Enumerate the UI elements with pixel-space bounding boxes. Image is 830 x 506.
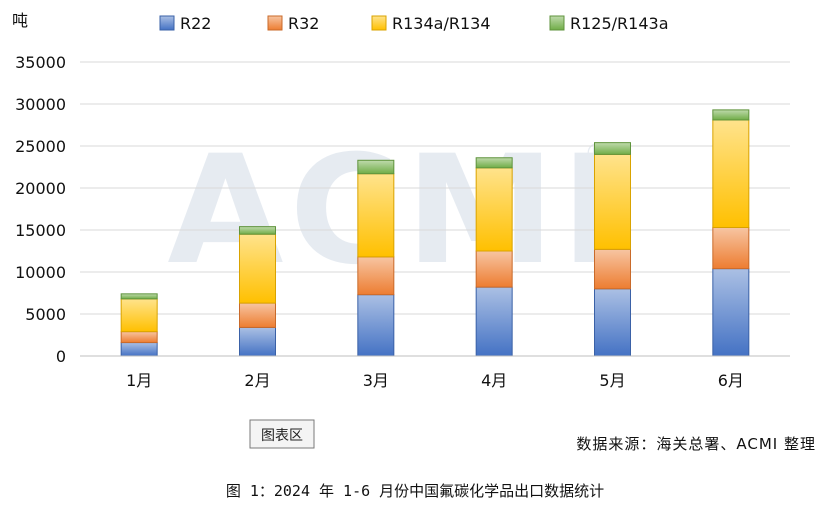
legend-label: R32 [288, 14, 319, 33]
x-tick-label: 1月 [126, 371, 152, 390]
chart-area-tag-box [249, 419, 315, 449]
y-tick-label: 20000 [15, 179, 66, 198]
chart-area-tag: 图表区 [249, 419, 315, 449]
y-axis-unit-label: 吨 [12, 11, 28, 30]
bar-r125-r143a-5 [594, 142, 631, 155]
bar-r32-3 [357, 256, 395, 296]
bar-r134a-r134-2 [239, 233, 276, 304]
legend-swatch [371, 15, 387, 31]
y-tick-label: 5000 [25, 305, 66, 324]
y-tick-label: 25000 [15, 137, 66, 156]
bar-r125-r143a-1 [120, 293, 158, 300]
bar-r22-4 [475, 286, 513, 357]
legend-label: R125/R143a [570, 14, 669, 33]
legend-swatch [549, 15, 565, 31]
legend-label: R22 [180, 14, 211, 33]
bar-r125-r143a-3 [357, 159, 395, 175]
bar-r134a-r134-6 [712, 119, 750, 228]
gridlines [80, 61, 790, 315]
bar-r32-6 [712, 226, 750, 270]
y-tick-label: 0 [56, 347, 66, 366]
bar-r134a-r134-4 [475, 167, 513, 252]
x-tick-label: 2月 [244, 371, 270, 390]
bar-r125-r143a-4 [475, 157, 513, 169]
source-note: 数据来源：海关总署、ACMI 整理 [576, 435, 816, 453]
bar-r134a-r134-3 [357, 173, 395, 258]
bar-r22-2 [239, 326, 276, 357]
x-tick-label: 4月 [481, 371, 507, 390]
y-tick-label: 35000 [15, 53, 66, 72]
bar-r32-2 [239, 302, 276, 328]
chart-area-tag-label: 图表区 [261, 428, 303, 444]
x-axis-tick-labels: 1月 2月 3月 4月 5月 6月 [126, 371, 744, 390]
bar-r125-r143a-6 [712, 109, 750, 121]
bar-r22-3 [357, 294, 395, 357]
bar-r32-5 [594, 248, 631, 290]
y-axis-tick-labels: 0 5000 10000 15000 20000 25000 30000 35000 [15, 53, 66, 366]
figure-caption: 图 1：2024 年 1-6 月份中国氟碳化学品出口数据统计 [226, 482, 604, 500]
x-tick-label: 6月 [718, 371, 744, 390]
bar-r22-5 [594, 288, 631, 357]
y-tick-label: 10000 [15, 263, 66, 282]
legend-label: R134a/R134 [392, 14, 491, 33]
x-tick-label: 5月 [599, 371, 625, 390]
bar-r134a-r134-5 [594, 153, 631, 250]
bar-r125-r143a-2 [239, 226, 276, 235]
y-tick-label: 30000 [15, 95, 66, 114]
bar-r134a-r134-1 [120, 298, 158, 333]
legend-swatch [267, 15, 283, 31]
bar-r22-6 [712, 268, 750, 357]
bars [120, 109, 750, 357]
bar-r32-4 [475, 250, 513, 288]
legend: R22 R32 R134a/R134 R125/R143a [159, 14, 669, 33]
y-tick-label: 15000 [15, 221, 66, 240]
x-tick-label: 3月 [363, 371, 389, 390]
bar-r22-1 [120, 342, 158, 357]
legend-swatch [159, 15, 175, 31]
bar-r32-1 [120, 331, 158, 344]
